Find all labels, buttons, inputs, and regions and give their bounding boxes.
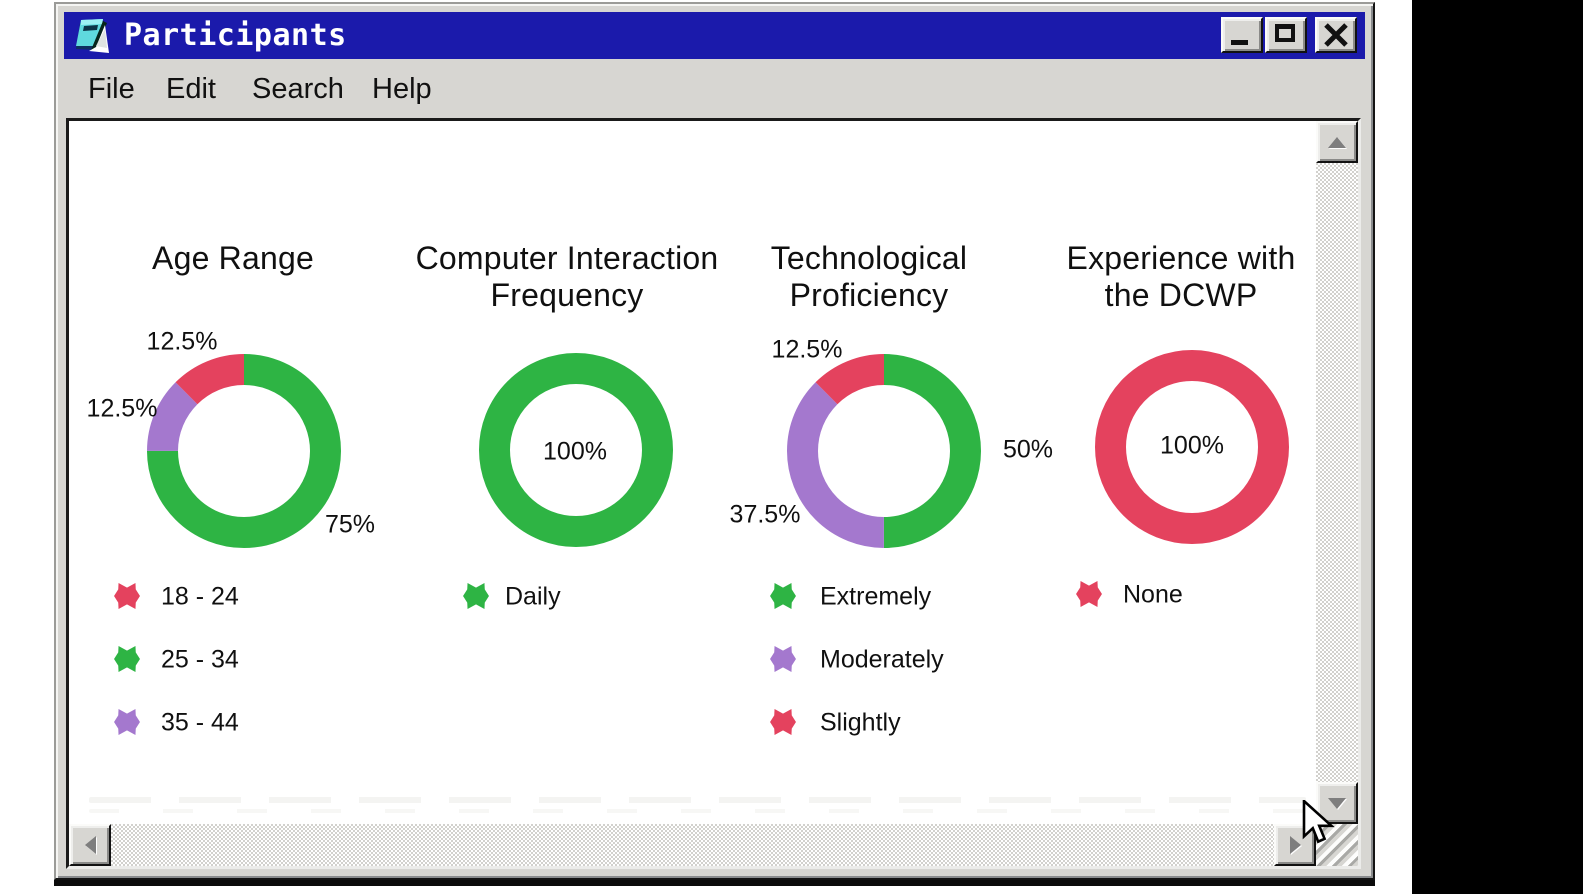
donut-chart-technological-proficiency (787, 354, 981, 548)
center-label: 100% (1160, 431, 1224, 460)
mouse-cursor (1302, 800, 1335, 844)
menu-help[interactable]: Help (372, 72, 432, 105)
chart-title-line: Experience with (1066, 240, 1296, 276)
pct-label: 50% (1002, 435, 1054, 464)
charts-canvas: Age Range 12.5% 12.5% 75% 18 - 24 25 - 3… (69, 121, 1316, 824)
vertical-scrollbar[interactable] (1316, 121, 1358, 824)
chart-title-computer-interaction-frequency: Computer Interaction Frequency (397, 240, 737, 314)
close-icon (1324, 23, 1348, 47)
minimize-button[interactable] (1221, 17, 1263, 53)
pct-label: 12.5% (86, 394, 158, 423)
legend-marker (114, 708, 140, 736)
document-area: Age Range 12.5% 12.5% 75% 18 - 24 25 - 3… (66, 118, 1361, 869)
legend-marker (463, 582, 489, 610)
horizontal-scrollbar[interactable] (69, 824, 1316, 866)
legend-label: Slightly (820, 708, 901, 737)
menu-edit[interactable]: Edit (166, 72, 216, 105)
chart-title-technological-proficiency: Technological Proficiency (699, 240, 1039, 314)
legend-marker (770, 708, 796, 736)
scroll-left-button[interactable] (69, 824, 111, 866)
legend-label: Moderately (820, 645, 944, 674)
legend-marker (1076, 580, 1102, 608)
pct-label: 37.5% (729, 500, 801, 529)
background-black-band (1412, 0, 1583, 894)
chart-title-line: the DCWP (1104, 277, 1258, 313)
close-button[interactable] (1315, 17, 1357, 53)
pct-label: 12.5% (771, 335, 843, 364)
resize-grip[interactable] (1316, 824, 1358, 866)
donut-chart-age-range (147, 354, 341, 548)
scroll-right-button[interactable] (1274, 824, 1316, 866)
arrow-down-icon (1328, 797, 1346, 809)
legend-label: 25 - 34 (161, 645, 239, 674)
notepad-icon[interactable] (72, 16, 112, 56)
legend-label: Extremely (820, 582, 932, 611)
arrow-left-icon (84, 836, 96, 854)
window-titlebar[interactable]: Participants (64, 12, 1365, 59)
minimize-icon (1231, 40, 1248, 45)
chart-title-line: Age Range (152, 240, 314, 276)
chart-title-line: Technological (770, 240, 968, 276)
arrow-right-icon (1289, 836, 1301, 854)
legend-marker (770, 645, 796, 673)
chart-title-line: Computer Interaction (415, 240, 719, 276)
chart-title-line: Proficiency (789, 277, 949, 313)
window-title: Participants (124, 18, 347, 53)
arrow-up-icon (1328, 136, 1346, 148)
legend-label: 18 - 24 (161, 582, 239, 611)
scroll-up-button[interactable] (1316, 121, 1358, 163)
pct-label: 12.5% (146, 327, 218, 356)
menu-bar: File Edit Search Help (60, 59, 1369, 119)
app-window: Participants File Edit Search Help Age R… (54, 2, 1375, 880)
legend-label: None (1123, 580, 1183, 609)
chart-title-experience-with-the-dcwp: Experience with the DCWP (1011, 240, 1316, 314)
legend-marker (114, 645, 140, 673)
menu-search[interactable]: Search (252, 72, 344, 105)
faint-artifact-row (89, 797, 1306, 803)
chart-title-age-range: Age Range (69, 240, 403, 277)
legend-label: Daily (505, 582, 561, 611)
donut-chart-computer-interaction-frequency (479, 353, 673, 547)
maximize-button[interactable] (1265, 17, 1307, 53)
legend-marker (770, 582, 796, 610)
legend-marker (114, 582, 140, 610)
center-label: 100% (543, 437, 607, 466)
donut-chart-experience-with-the-dcwp (1095, 350, 1289, 544)
pct-label: 75% (324, 510, 376, 539)
maximize-icon (1275, 24, 1295, 42)
faint-artifact-row (89, 809, 1306, 813)
menu-file[interactable]: File (88, 72, 135, 105)
legend-label: 35 - 44 (161, 708, 239, 737)
resize-grip-lines (1316, 824, 1358, 866)
window-controls (1221, 17, 1357, 53)
chart-title-line: Frequency (490, 277, 644, 313)
